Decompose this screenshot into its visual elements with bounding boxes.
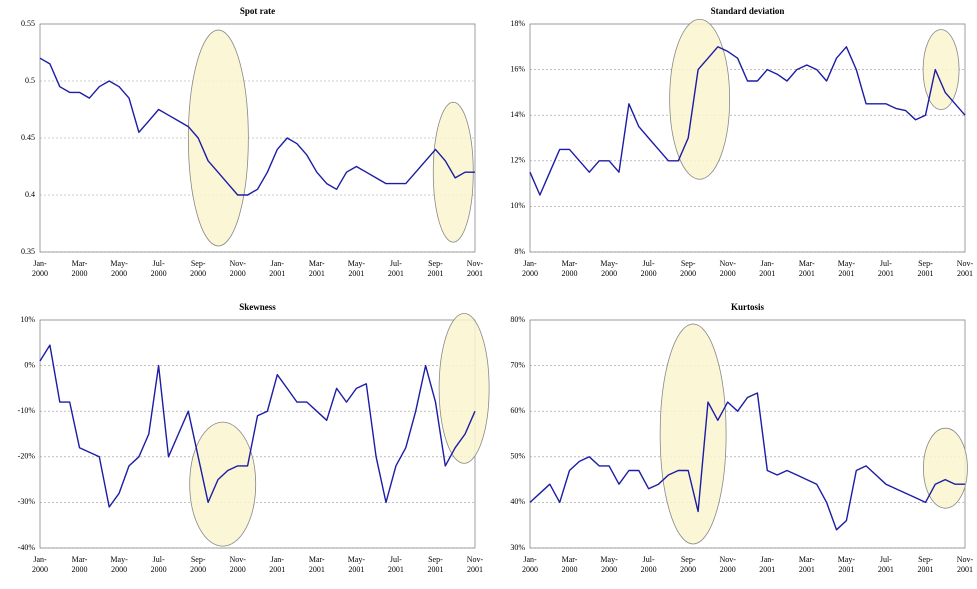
y-tick-label: 80% — [510, 315, 525, 324]
x-tick-label: Mar-2000 — [72, 555, 88, 574]
x-tick-label: Mar-2001 — [309, 555, 325, 574]
x-tick-label: May-2001 — [838, 259, 856, 278]
x-tick-label: Sep-2000 — [190, 259, 206, 278]
y-tick-label: 70% — [510, 360, 525, 369]
highlight-ellipse — [187, 29, 249, 247]
chart-title: Skewness — [239, 302, 276, 312]
x-tick-label: May-2001 — [348, 259, 366, 278]
x-tick-label: Mar-2001 — [799, 555, 815, 574]
y-tick-label: 60% — [510, 406, 525, 415]
data-line — [529, 392, 965, 531]
y-tick-label: 12% — [510, 156, 525, 165]
highlight-ellipse — [189, 421, 257, 547]
data-line — [529, 46, 966, 196]
x-tick-label: Jul-2000 — [641, 555, 657, 574]
x-tick-label: Nov-2000 — [230, 555, 247, 574]
x-tick-label: Jan-2001 — [269, 555, 285, 574]
x-tick-label: Mar-2000 — [562, 259, 578, 278]
plot-frame — [39, 23, 476, 253]
highlight-ellipse — [438, 312, 490, 464]
x-tick-label: Jul-2001 — [878, 259, 894, 278]
x-tick-label: Sep-2001 — [427, 555, 443, 574]
y-tick-label: 50% — [510, 452, 525, 461]
plot-frame — [529, 319, 966, 549]
x-tick-label: Jan-2000 — [32, 555, 48, 574]
x-tick-label: May-2000 — [600, 555, 618, 574]
x-tick-label: Sep-2000 — [680, 259, 696, 278]
x-tick-label: Jan-2000 — [522, 259, 538, 278]
highlight-ellipse — [922, 29, 960, 110]
x-tick-label: Nov-2001 — [467, 555, 484, 574]
x-tick-label: Mar-2001 — [309, 259, 325, 278]
y-tick-label: 8% — [514, 247, 525, 256]
x-tick-label: Jul-2001 — [878, 555, 894, 574]
data-line — [39, 57, 475, 196]
y-tick-label: 40% — [510, 497, 525, 506]
y-tick-label: 16% — [510, 64, 525, 73]
y-tick-label: 0.45 — [21, 133, 35, 142]
x-tick-label: May-2001 — [838, 555, 856, 574]
x-tick-label: Nov-2000 — [230, 259, 247, 278]
chart-title: Kurtosis — [731, 302, 765, 312]
x-tick-label: Jan-2000 — [522, 555, 538, 574]
x-tick-label: May-2001 — [348, 555, 366, 574]
highlight-ellipse — [669, 18, 731, 180]
y-tick-label: -10% — [18, 406, 36, 415]
y-tick-label: 0.5 — [25, 76, 35, 85]
y-tick-label: -30% — [18, 497, 36, 506]
chart-title: Standard deviation — [711, 6, 785, 16]
y-tick-label: 10% — [510, 201, 525, 210]
x-tick-label: Jul-2000 — [151, 555, 167, 574]
plot-frame — [529, 23, 966, 253]
x-tick-label: Sep-2001 — [427, 259, 443, 278]
data-line — [39, 344, 476, 508]
x-tick-label: Jan-2001 — [759, 555, 775, 574]
y-tick-label: 10% — [20, 315, 35, 324]
x-tick-label: Nov-2001 — [957, 259, 974, 278]
y-tick-label: 0% — [24, 360, 35, 369]
x-tick-label: Jan-2001 — [269, 259, 285, 278]
y-tick-label: 18% — [510, 19, 525, 28]
x-tick-label: Jan-2001 — [759, 259, 775, 278]
x-tick-label: Nov-2001 — [467, 259, 484, 278]
highlight-ellipse — [659, 323, 727, 545]
x-tick-label: May-2000 — [600, 259, 618, 278]
y-tick-label: 0.55 — [21, 19, 35, 28]
x-tick-label: Jul-2001 — [388, 555, 404, 574]
x-tick-label: Sep-2000 — [190, 555, 206, 574]
x-tick-label: Sep-2000 — [680, 555, 696, 574]
y-tick-label: 0.4 — [25, 190, 35, 199]
chart-title: Spot rate — [240, 6, 275, 16]
x-tick-label: Jul-2000 — [151, 259, 167, 278]
y-tick-label: -20% — [18, 452, 36, 461]
x-tick-label: Jul-2000 — [641, 259, 657, 278]
x-tick-label: Mar-2000 — [562, 555, 578, 574]
y-tick-label: 14% — [510, 110, 525, 119]
x-tick-label: Jul-2001 — [388, 259, 404, 278]
x-tick-label: Nov-2000 — [720, 555, 737, 574]
y-tick-label: 0.35 — [21, 247, 35, 256]
x-tick-label: Mar-2000 — [72, 259, 88, 278]
y-tick-label: -40% — [18, 543, 36, 552]
x-tick-label: Sep-2001 — [917, 555, 933, 574]
x-tick-label: May-2000 — [110, 259, 128, 278]
x-tick-label: May-2000 — [110, 555, 128, 574]
x-tick-label: Jan-2000 — [32, 259, 48, 278]
x-tick-label: Nov-2001 — [957, 555, 974, 574]
y-tick-label: 30% — [510, 543, 525, 552]
x-tick-label: Sep-2001 — [917, 259, 933, 278]
x-tick-label: Mar-2001 — [799, 259, 815, 278]
highlight-ellipse — [923, 427, 968, 509]
x-tick-label: Nov-2000 — [720, 259, 737, 278]
